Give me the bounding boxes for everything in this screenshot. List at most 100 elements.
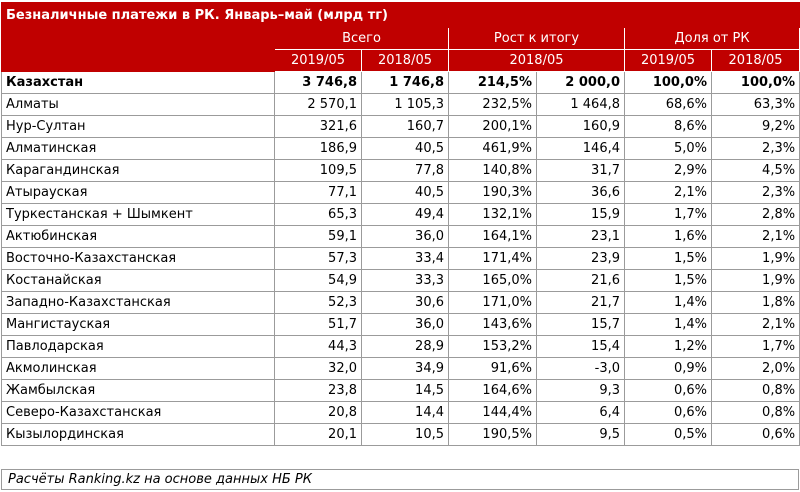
cell-region-name: Восточно-Казахстанская (1, 247, 275, 270)
cell-growth-abs: 31,7 (536, 159, 625, 182)
cell-share-2018: 2,3% (710, 137, 800, 160)
cell-region-name: Алматинская (1, 137, 275, 160)
header-share: Доля от РК (623, 27, 800, 50)
cell-growth-pct: 165,0% (448, 269, 537, 292)
cell-growth-pct: 190,5% (448, 423, 537, 446)
cell-region-name: Костанайская (1, 269, 275, 292)
cell-share-2019: 0,6% (624, 379, 712, 402)
cell-growth-abs: 9,5 (536, 423, 625, 446)
cell-total-2018: 10,5 (361, 423, 449, 446)
cell-region-name: Западно-Казахстанская (1, 291, 275, 314)
cell-region-name: Кызылординская (1, 423, 275, 446)
table-row: Костанайская 54,9 33,3 165,0% 21,6 1,5% 1,9% (1, 269, 800, 292)
cell-total-2018: 77,8 (361, 159, 449, 182)
cell-region-name: Мангистауская (1, 313, 275, 336)
cell-growth-abs: 9,3 (536, 379, 625, 402)
cell-growth-pct: 190,3% (448, 181, 537, 204)
cell-share-2019: 2,1% (624, 181, 712, 204)
header-total: Всего (274, 27, 449, 50)
source-note: Расчёты Ranking.kz на основе данных НБ Р… (1, 469, 799, 490)
cell-total-2019: 51,7 (274, 313, 362, 336)
cell-growth-abs: 36,6 (536, 181, 625, 204)
cell-share-2019: 100,0% (624, 71, 712, 94)
table-row: Актюбинская 59,1 36,0 164,1% 23,1 1,6% 2,1% (1, 225, 800, 248)
table-row: Западно-Казахстанская 52,3 30,6 171,0% 21,7 1… (1, 291, 800, 314)
cell-growth-abs: 1 464,8 (536, 93, 625, 116)
table-row: Восточно-Казахстанская 57,3 33,4 171,4% 23,9… (1, 247, 800, 270)
header-share-2018: 2018/05 (710, 49, 800, 72)
cell-growth-abs: 15,7 (536, 313, 625, 336)
cell-share-2018: 2,3% (710, 181, 800, 204)
cell-total-2019: 54,9 (274, 269, 362, 292)
cell-total-2018: 49,4 (361, 203, 449, 226)
payments-table: Безналичные платежи в РК. Январь–май (мл… (0, 2, 800, 446)
cell-share-2019: 68,6% (624, 93, 712, 116)
cell-total-2018: 33,3 (361, 269, 449, 292)
cell-share-2019: 0,5% (624, 423, 712, 446)
table-row: Мангистауская 51,7 36,0 143,6% 15,7 1,4% 2,1% (1, 313, 800, 336)
cell-share-2018: 4,5% (710, 159, 800, 182)
table-row: Нур-Султан 321,6 160,7 200,1% 160,9 8,6% 9,2% (1, 115, 800, 138)
cell-growth-abs: 146,4 (536, 137, 625, 160)
cell-growth-pct: 214,5% (448, 71, 537, 94)
header-growth: Рост к итогу (448, 27, 625, 50)
header-share-2019: 2019/05 (624, 49, 712, 72)
cell-share-2019: 0,9% (624, 357, 712, 380)
cell-total-2018: 1 105,3 (361, 93, 449, 116)
cell-share-2018: 2,1% (710, 313, 800, 336)
cell-total-2018: 30,6 (361, 291, 449, 314)
cell-growth-pct: 91,6% (448, 357, 537, 380)
cell-share-2019: 1,4% (624, 313, 712, 336)
cell-growth-abs: 15,9 (536, 203, 625, 226)
cell-total-2019: 44,3 (274, 335, 362, 358)
cell-growth-pct: 153,2% (448, 335, 537, 358)
header-group-row: Всего Рост к итогу Доля от РК (1, 27, 800, 72)
title-row: Безналичные платежи в РК. Январь–май (мл… (0, 2, 800, 28)
cell-share-2018: 2,8% (710, 203, 800, 226)
cell-share-2018: 2,0% (710, 357, 800, 380)
table-row: Казахстан 3 746,8 1 746,8 214,5% 2 000,0 100,… (1, 71, 800, 94)
cell-total-2018: 34,9 (361, 357, 449, 380)
table-body: Казахстан 3 746,8 1 746,8 214,5% 2 000,0 100,… (1, 71, 800, 446)
cell-share-2019: 1,4% (624, 291, 712, 314)
cell-total-2019: 186,9 (274, 137, 362, 160)
header-sub-row: 2019/05 2018/05 2018/05 2019/05 2018/05 (2, 49, 800, 72)
cell-total-2018: 1 746,8 (361, 71, 449, 94)
cell-growth-pct: 461,9% (448, 137, 537, 160)
cell-share-2018: 63,3% (710, 93, 800, 116)
table-row: Алматы 2 570,1 1 105,3 232,5% 1 464,8 68,6% 63… (1, 93, 800, 116)
cell-share-2019: 0,6% (624, 401, 712, 424)
cell-growth-pct: 164,1% (448, 225, 537, 248)
cell-total-2018: 33,4 (361, 247, 449, 270)
cell-region-name: Павлодарская (1, 335, 275, 358)
cell-growth-abs: 21,7 (536, 291, 625, 314)
cell-share-2018: 0,8% (710, 379, 800, 402)
cell-share-2018: 1,7% (710, 335, 800, 358)
cell-share-2018: 1,9% (710, 269, 800, 292)
cell-growth-abs: 15,4 (536, 335, 625, 358)
cell-share-2019: 8,6% (624, 115, 712, 138)
table-row: Карагандинская 109,5 77,8 140,8% 31,7 2,9% 4,5… (1, 159, 800, 182)
cell-total-2019: 321,6 (274, 115, 362, 138)
cell-growth-abs: 6,4 (536, 401, 625, 424)
cell-share-2019: 1,5% (624, 247, 712, 270)
cell-region-name: Туркестанская + Шымкент (1, 203, 275, 226)
cell-total-2018: 36,0 (361, 313, 449, 336)
cell-total-2018: 160,7 (361, 115, 449, 138)
cell-total-2019: 59,1 (274, 225, 362, 248)
cell-share-2018: 1,8% (710, 291, 800, 314)
cell-growth-pct: 164,6% (448, 379, 537, 402)
cell-growth-abs: 160,9 (536, 115, 625, 138)
cell-share-2018: 0,6% (710, 423, 800, 446)
cell-growth-pct: 144,4% (448, 401, 537, 424)
cell-growth-abs: 23,9 (536, 247, 625, 270)
cell-share-2019: 1,7% (624, 203, 712, 226)
cell-region-name: Жамбылская (1, 379, 275, 402)
cell-growth-pct: 232,5% (448, 93, 537, 116)
cell-share-2018: 0,8% (710, 401, 800, 424)
table-row: Кызылординская 20,1 10,5 190,5% 9,5 0,5% 0,6% (1, 423, 800, 446)
cell-total-2019: 77,1 (274, 181, 362, 204)
table-row: Алматинская 186,9 40,5 461,9% 146,4 5,0% 2,3% (1, 137, 800, 160)
cell-total-2019: 65,3 (274, 203, 362, 226)
